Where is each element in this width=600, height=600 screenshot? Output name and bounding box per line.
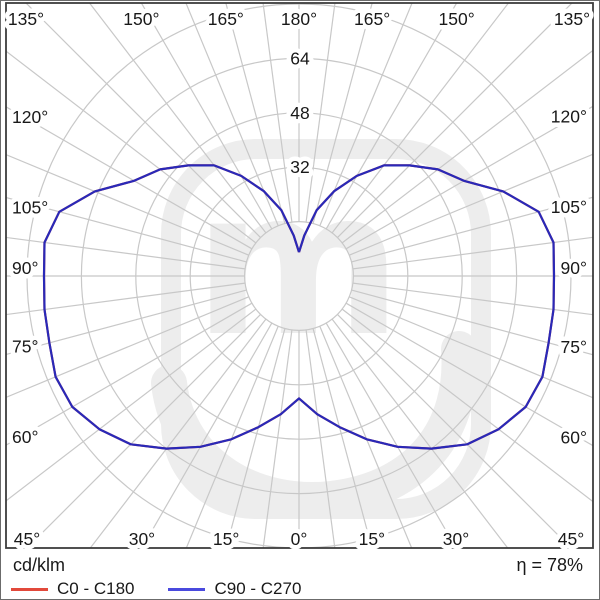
angle-label-30-left: 30° — [129, 529, 155, 549]
legend-line-blue — [168, 587, 206, 591]
angle-label-165-left: 165° — [208, 9, 244, 29]
legend-item-c0-c180: C0 - C180 — [11, 579, 134, 599]
angle-label-45-left: 45° — [14, 529, 40, 549]
plot-frame — [5, 2, 594, 549]
angle-label-60-left: 60° — [12, 427, 38, 447]
legend: C0 - C180 C90 - C270 — [11, 579, 335, 599]
ring-value-labels: 32 48 64 — [286, 44, 315, 182]
angle-label-90-left: 90° — [12, 258, 38, 278]
angle-label-15-left: 15° — [213, 529, 239, 549]
angle-label-120-right: 120° — [551, 106, 587, 126]
angle-label-30-right: 30° — [443, 529, 469, 549]
angle-label-180-right: 180° — [281, 9, 317, 29]
legend-item-c90-c270: C90 - C270 — [168, 579, 301, 599]
legend-label-c0-c180: C0 - C180 — [57, 579, 135, 598]
watermark-logo: m — [151, 139, 491, 519]
ring-label-64: 64 — [290, 48, 310, 68]
angle-label-105-left: 105° — [12, 197, 48, 217]
angle-label-135-left: 135° — [8, 9, 44, 29]
legend-label-c90-c270: C90 - C270 — [214, 579, 302, 598]
curve-c90-c270 — [42, 164, 556, 450]
angle-label-120-left: 120° — [12, 107, 48, 127]
legend-line-red — [11, 587, 48, 591]
angle-label-165-right: 165° — [354, 9, 390, 29]
angle-label-75-left: 75° — [12, 337, 38, 357]
angle-label-15-right: 15° — [359, 529, 385, 549]
unit-label: cd/klm — [13, 555, 66, 575]
angle-label-90-right: 90° — [561, 258, 587, 278]
ring-label-48: 48 — [290, 103, 309, 123]
angle-label-60-right: 60° — [561, 428, 587, 448]
light-output-ratio-label: η = 78% — [516, 555, 583, 575]
angle-labels: 0° 15° 15° 30° 30° 45° 45° 60° 60° 75° 75° 90° 90° 10… — [3, 5, 594, 554]
angle-label-135-right: 135° — [554, 9, 590, 29]
angle-label-105-right: 105° — [551, 197, 587, 217]
angle-label-45-right: 45° — [558, 529, 584, 549]
angle-label-150-left: 150° — [123, 9, 159, 29]
angle-label-75-right: 75° — [561, 337, 587, 357]
ring-label-32: 32 — [290, 157, 309, 177]
angle-label-150-right: 150° — [439, 9, 475, 29]
angle-label-0-right: 0° — [291, 529, 308, 549]
